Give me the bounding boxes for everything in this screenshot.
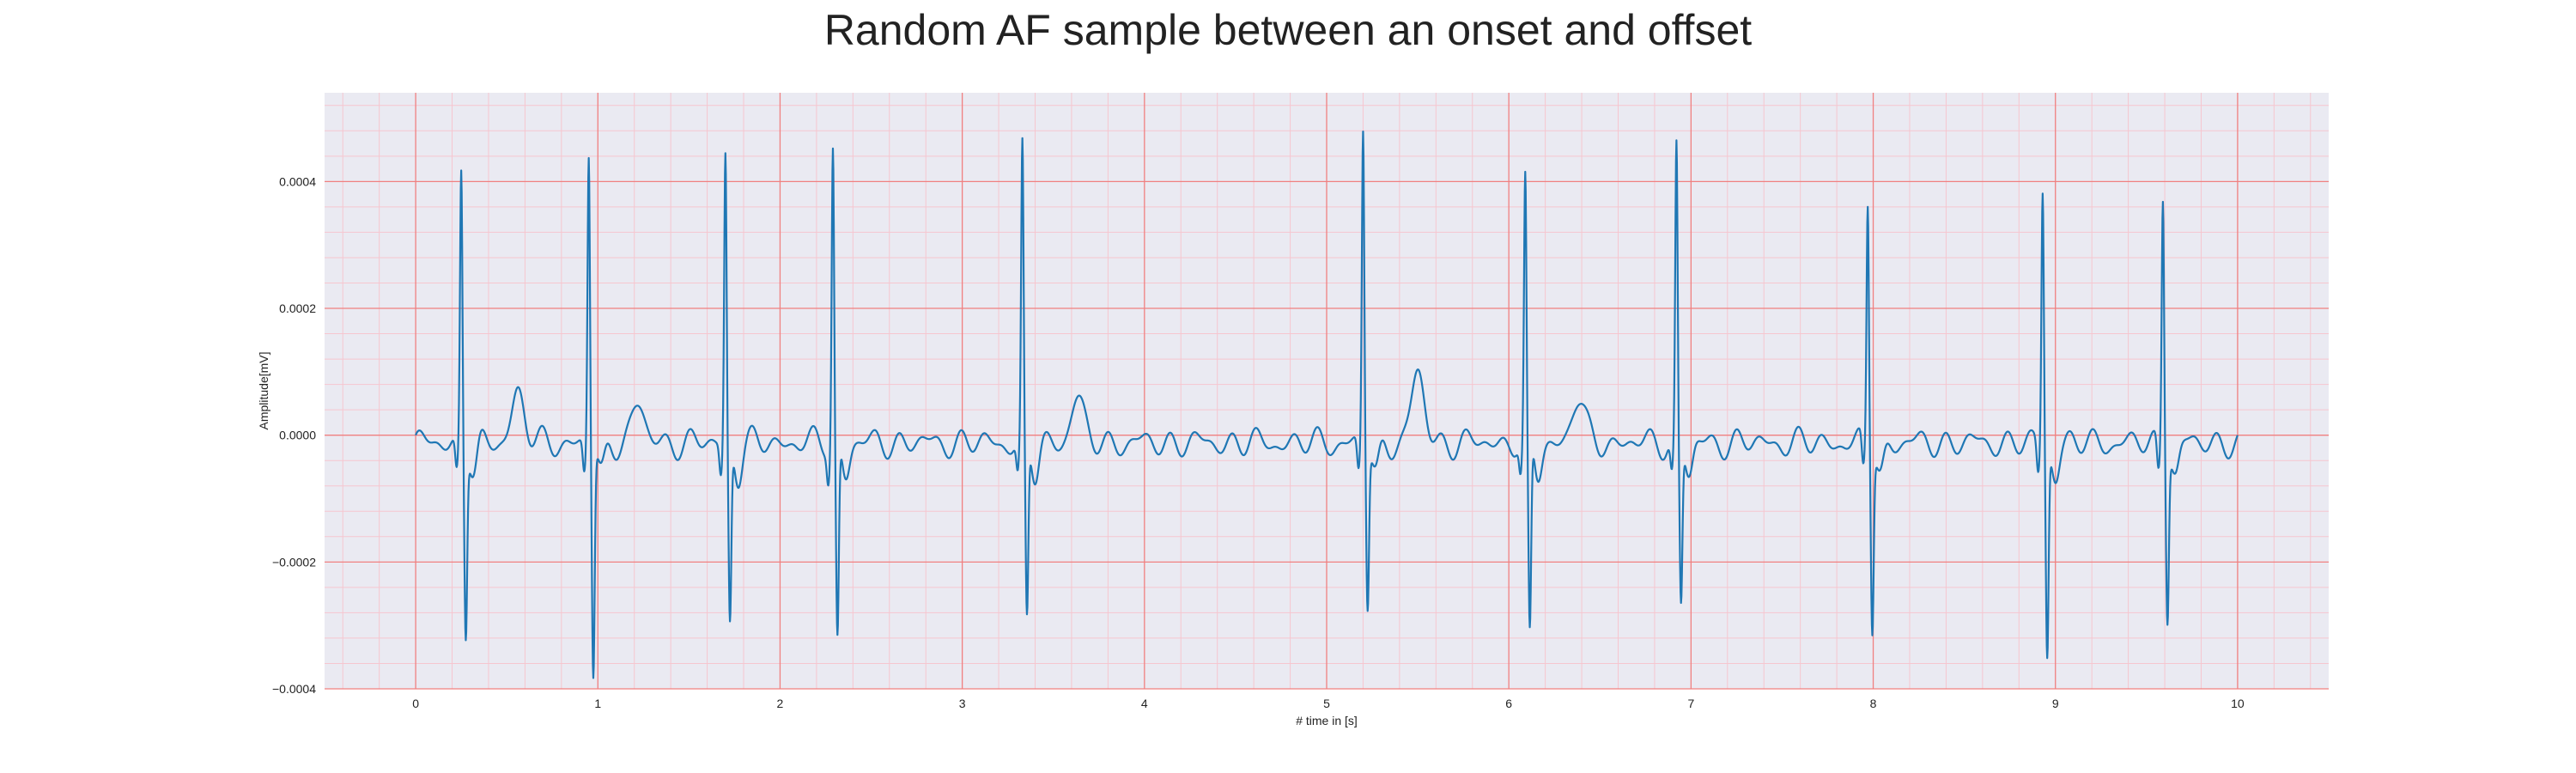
- x-tick-label: 8: [1870, 697, 1877, 710]
- x-tick-label: 6: [1505, 697, 1512, 710]
- x-tick-label: 0: [412, 697, 419, 710]
- x-tick-label: 4: [1141, 697, 1148, 710]
- y-tick-label: −0.0004: [272, 682, 316, 696]
- x-axis-ticks: 0 1 2 3 4 5 6 7 8 9 10: [412, 697, 2245, 710]
- y-tick-label: 0.0004: [279, 174, 316, 188]
- y-axis-label: Amplitude[mV]: [257, 351, 270, 429]
- y-tick-label: 0.0002: [279, 301, 316, 315]
- y-tick-label: −0.0002: [272, 555, 316, 569]
- y-tick-label: 0.0000: [279, 429, 316, 442]
- chart-title: Random AF sample between an onset and of…: [823, 6, 1753, 54]
- x-tick-label: 7: [1687, 697, 1694, 710]
- x-tick-label: 2: [777, 697, 784, 710]
- major-grid: [325, 93, 2329, 690]
- x-tick-label: 1: [594, 697, 601, 710]
- y-axis-ticks: −0.0004 −0.0002 0.0000 0.0002 0.0004: [272, 174, 316, 696]
- ecg-series-line: [415, 130, 2239, 679]
- x-axis-label: # time in [s]: [1296, 714, 1358, 727]
- x-tick-label: 10: [2231, 697, 2245, 710]
- x-tick-label: 3: [959, 697, 966, 710]
- x-tick-label: 9: [2052, 697, 2059, 710]
- x-tick-label: 5: [1323, 697, 1330, 710]
